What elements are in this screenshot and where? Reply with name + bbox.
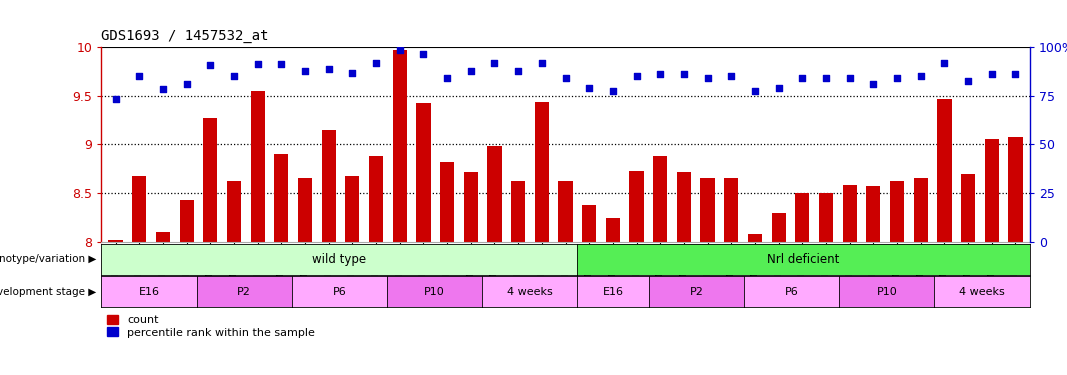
Text: P2: P2 — [237, 287, 251, 297]
Point — [178, 81, 195, 87]
Point — [131, 73, 148, 79]
Point — [747, 88, 764, 94]
Point — [344, 70, 361, 76]
Point — [604, 88, 621, 94]
Text: 4 weeks: 4 weeks — [959, 287, 1005, 297]
Point — [675, 71, 692, 77]
Text: wild type: wild type — [313, 253, 366, 266]
Bar — [227, 182, 241, 242]
Point — [392, 47, 409, 53]
Bar — [843, 185, 857, 242]
Bar — [440, 162, 455, 242]
Bar — [156, 232, 170, 242]
Point — [865, 81, 882, 87]
Point — [1007, 71, 1024, 77]
Point — [557, 75, 574, 81]
Point — [817, 75, 834, 81]
Text: P6: P6 — [333, 287, 347, 297]
Point — [273, 62, 290, 68]
Bar — [393, 50, 407, 242]
Point — [699, 75, 716, 81]
Text: Nrl deficient: Nrl deficient — [767, 253, 840, 266]
Text: P10: P10 — [425, 287, 445, 297]
Point — [628, 73, 646, 79]
Bar — [701, 178, 715, 242]
Bar — [488, 146, 501, 242]
Point — [297, 68, 314, 74]
Bar — [606, 217, 620, 242]
Point — [794, 75, 811, 81]
Bar — [251, 91, 265, 242]
Point — [415, 51, 432, 57]
Bar — [511, 182, 525, 242]
Bar — [416, 104, 430, 242]
Bar — [1008, 136, 1022, 242]
Point — [936, 60, 953, 66]
Point — [155, 86, 172, 92]
Text: development stage ▶: development stage ▶ — [0, 287, 96, 297]
Point — [912, 73, 929, 79]
Text: genotype/variation ▶: genotype/variation ▶ — [0, 254, 96, 264]
Bar — [558, 182, 573, 242]
Text: 4 weeks: 4 weeks — [507, 287, 553, 297]
Point — [652, 71, 669, 77]
Bar — [961, 174, 975, 242]
Bar — [583, 205, 596, 242]
Text: E16: E16 — [139, 287, 159, 297]
Text: P10: P10 — [876, 287, 897, 297]
Bar — [203, 118, 218, 242]
Point — [107, 96, 124, 102]
Point — [367, 60, 384, 66]
Bar — [985, 140, 999, 242]
Point — [510, 68, 527, 74]
Bar — [346, 176, 360, 242]
Point — [202, 62, 219, 68]
Text: GDS1693 / 1457532_at: GDS1693 / 1457532_at — [101, 29, 269, 43]
Bar — [937, 99, 952, 242]
Bar — [771, 213, 785, 242]
Point — [225, 73, 242, 79]
Point — [580, 85, 598, 91]
Point — [462, 68, 479, 74]
Point — [534, 60, 551, 66]
Bar — [724, 178, 738, 242]
Bar — [795, 193, 810, 242]
Bar — [179, 200, 194, 242]
Legend: count, percentile rank within the sample: count, percentile rank within the sample — [107, 315, 315, 338]
Bar — [535, 102, 548, 242]
Bar — [369, 156, 383, 242]
Point — [485, 60, 503, 66]
Bar — [676, 172, 691, 242]
Point — [320, 66, 337, 72]
Text: E16: E16 — [603, 287, 623, 297]
Bar — [818, 193, 833, 242]
Point — [889, 75, 906, 81]
Bar — [866, 186, 880, 242]
Bar — [630, 171, 643, 242]
Bar — [890, 182, 904, 242]
Bar — [464, 172, 478, 242]
Point — [770, 85, 787, 91]
Bar — [748, 234, 762, 242]
Bar — [298, 178, 313, 242]
Point — [841, 75, 858, 81]
Bar — [321, 130, 336, 242]
Text: P2: P2 — [689, 287, 703, 297]
Bar — [913, 178, 928, 242]
Point — [439, 75, 456, 81]
Bar — [653, 156, 667, 242]
Bar — [132, 176, 146, 242]
Text: P6: P6 — [784, 287, 798, 297]
Point — [983, 71, 1000, 77]
Bar — [109, 240, 123, 242]
Point — [722, 73, 739, 79]
Point — [249, 62, 266, 68]
Point — [959, 78, 976, 84]
Bar — [274, 154, 288, 242]
